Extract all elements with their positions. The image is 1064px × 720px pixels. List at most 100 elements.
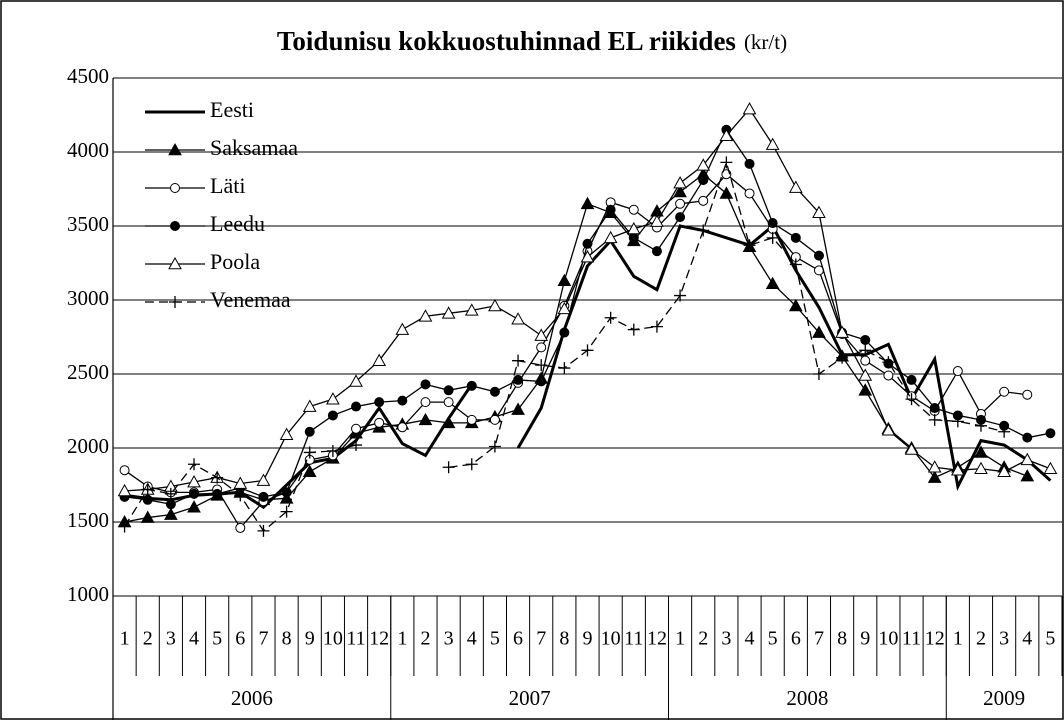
x-tick-label: 1 xyxy=(397,628,407,650)
y-tick-label: 1500 xyxy=(67,508,109,532)
marker xyxy=(372,353,387,366)
x-tick-label: 1 xyxy=(120,628,130,650)
year-label: 2008 xyxy=(786,686,828,710)
marker xyxy=(418,309,433,322)
legend-marker xyxy=(170,183,180,193)
x-tick-label: 11 xyxy=(346,628,365,650)
y-tick-label: 3000 xyxy=(67,286,109,310)
marker xyxy=(860,334,871,345)
marker xyxy=(698,175,709,186)
y-tick-label: 2000 xyxy=(67,434,109,458)
marker xyxy=(929,403,940,414)
marker xyxy=(788,298,803,312)
x-tick-label: 6 xyxy=(235,628,245,650)
marker xyxy=(443,385,454,396)
marker xyxy=(1045,428,1056,439)
marker xyxy=(118,520,131,533)
legend-marker xyxy=(168,256,182,270)
marker xyxy=(743,239,756,252)
marker xyxy=(603,230,618,244)
marker xyxy=(744,188,755,199)
year-label: 2007 xyxy=(509,686,551,710)
marker xyxy=(188,458,201,471)
marker xyxy=(511,402,525,415)
marker xyxy=(928,413,941,426)
marker xyxy=(442,461,455,474)
marker xyxy=(766,231,779,244)
marker xyxy=(465,458,478,471)
marker xyxy=(835,325,849,338)
marker xyxy=(559,327,570,338)
chart-title: Toidunisu kokkuostuhinnad EL riikides (kr… xyxy=(277,26,787,56)
y-tick-label: 4000 xyxy=(67,138,109,162)
marker xyxy=(720,156,733,169)
legend-label: Leedu xyxy=(210,211,265,236)
marker xyxy=(1020,452,1035,466)
marker xyxy=(464,303,479,316)
marker xyxy=(673,184,687,198)
marker xyxy=(650,214,664,227)
marker xyxy=(535,359,548,372)
x-tick-label: 6 xyxy=(513,628,523,650)
marker xyxy=(281,487,292,498)
x-tick-label: 2 xyxy=(698,628,708,650)
legend-label: Läti xyxy=(210,173,245,198)
legend-label: Saksamaa xyxy=(210,135,298,160)
marker xyxy=(187,475,201,488)
marker xyxy=(974,461,988,475)
x-tick-label: 7 xyxy=(258,628,268,650)
legend-marker xyxy=(168,142,182,156)
marker xyxy=(443,397,454,408)
marker xyxy=(998,425,1011,438)
marker xyxy=(534,328,549,341)
marker xyxy=(813,250,824,261)
x-tick-label: 9 xyxy=(583,628,593,650)
marker xyxy=(927,470,942,483)
marker xyxy=(326,392,340,405)
year-label: 2006 xyxy=(231,686,273,710)
marker xyxy=(1022,432,1033,443)
marker xyxy=(974,419,987,432)
marker xyxy=(418,412,433,426)
x-tick-label: 1 xyxy=(953,628,963,650)
marker xyxy=(698,195,709,206)
marker xyxy=(327,410,338,421)
marker xyxy=(302,399,317,412)
marker xyxy=(466,414,477,425)
marker xyxy=(304,426,315,437)
x-tick-label: 12 xyxy=(925,628,945,650)
x-tick-label: 10 xyxy=(601,628,621,650)
marker xyxy=(858,368,873,381)
marker xyxy=(974,445,988,458)
marker xyxy=(441,306,456,319)
marker xyxy=(580,196,595,210)
marker xyxy=(951,415,964,428)
marker xyxy=(628,232,639,243)
marker xyxy=(927,460,942,473)
x-tick-label: 5 xyxy=(1045,628,1055,650)
marker xyxy=(536,376,547,387)
marker xyxy=(279,491,294,504)
legend-marker xyxy=(169,296,181,308)
marker xyxy=(765,276,780,290)
marker xyxy=(350,439,363,452)
marker xyxy=(580,250,595,263)
series-line xyxy=(124,383,474,510)
marker xyxy=(488,298,502,312)
x-tick-label: 11 xyxy=(902,628,921,650)
marker xyxy=(789,258,802,271)
marker xyxy=(719,128,734,142)
marker xyxy=(374,417,385,428)
marker xyxy=(536,342,547,353)
title-unit: (kr/t) xyxy=(744,30,787,54)
marker xyxy=(582,238,593,249)
marker xyxy=(164,487,177,500)
marker xyxy=(950,463,965,476)
marker xyxy=(303,446,316,459)
marker xyxy=(558,362,571,375)
marker xyxy=(675,198,686,209)
marker xyxy=(860,355,871,366)
marker xyxy=(397,422,408,433)
y-tick-label: 3500 xyxy=(67,212,109,236)
marker xyxy=(234,489,247,502)
